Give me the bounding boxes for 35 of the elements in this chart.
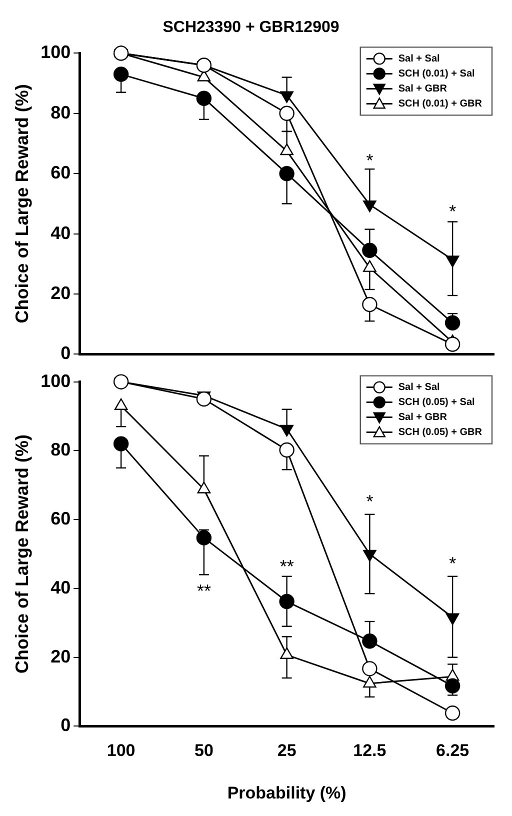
y-tick-label: 100 xyxy=(40,42,71,62)
y-axis-title: Choice of Large Reward (%) xyxy=(12,84,32,324)
y-tick-label: 0 xyxy=(60,715,71,736)
annotation: * xyxy=(449,553,456,574)
y-tick-label: 40 xyxy=(50,577,71,598)
y-tick-label: 0 xyxy=(60,343,71,364)
y-tick-label: 100 xyxy=(40,370,71,391)
annotation: * xyxy=(366,150,374,171)
y-axis-title: Choice of Large Reward (%) xyxy=(12,434,32,674)
legend-label: SCH (0.01) + Sal xyxy=(398,68,476,80)
annotation: ** xyxy=(280,556,294,577)
y-tick-label: 80 xyxy=(50,440,71,460)
legend-label: Sal + GBR xyxy=(398,412,448,424)
x-tick-label: 25 xyxy=(277,741,296,760)
legend-label: SCH (0.05) + GBR xyxy=(398,427,483,438)
y-tick-label: 20 xyxy=(50,282,71,303)
x-tick-label: 12.5 xyxy=(353,741,386,760)
annotation: ** xyxy=(196,580,211,601)
legend-label: SCH (0.01) + GBR xyxy=(398,98,483,110)
x-tick-label: 50 xyxy=(194,741,214,760)
y-tick-label: 60 xyxy=(50,508,71,529)
y-tick-label: 20 xyxy=(50,646,71,666)
annotation: * xyxy=(449,202,456,222)
x-axis-title: Probability (%) xyxy=(227,783,346,802)
chart-title: SCH23390 + GBR12909 xyxy=(162,19,340,36)
annotation: * xyxy=(366,491,374,512)
legend-label: Sal + Sal xyxy=(398,53,440,64)
legend-label: SCH (0.05) + Sal xyxy=(398,397,476,408)
y-tick-label: 60 xyxy=(50,162,71,183)
legend-label: Sal + GBR xyxy=(398,83,448,94)
x-tick-label: 100 xyxy=(106,741,136,760)
x-tick-label: 6.25 xyxy=(436,741,470,760)
legend-label: Sal + Sal xyxy=(398,382,440,394)
y-tick-label: 80 xyxy=(50,102,71,122)
y-tick-label: 40 xyxy=(50,222,71,243)
